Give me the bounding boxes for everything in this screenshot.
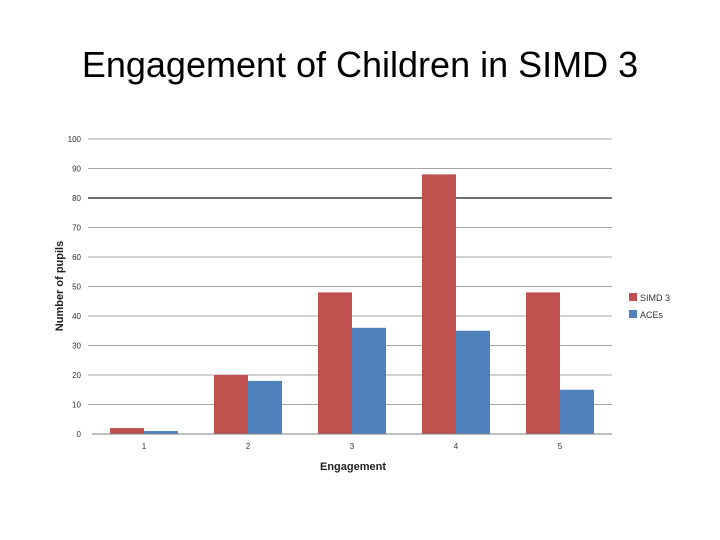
x-tick-labels: 1 2 3 4 5 — [142, 442, 563, 451]
y-tick-label: 20 — [72, 371, 81, 380]
y-tick-label: 40 — [72, 312, 81, 321]
slide-title: Engagement of Children in SIMD 3 — [81, 44, 639, 85]
bar-aces-5 — [560, 389, 594, 434]
y-tick-label: 70 — [72, 224, 81, 233]
bar-simd-3-4 — [422, 174, 456, 434]
y-tick-label: 10 — [72, 401, 81, 410]
bar-aces-3 — [352, 327, 386, 434]
x-tick-label: 1 — [142, 442, 147, 451]
x-tick-label: 2 — [246, 442, 251, 451]
bars — [110, 174, 594, 434]
legend-swatch — [629, 293, 637, 301]
y-tick-label: 60 — [72, 253, 81, 262]
bar-simd-3-2 — [214, 375, 248, 434]
bar-simd-3-5 — [526, 292, 560, 434]
y-tick-label: 80 — [72, 194, 81, 203]
bar-aces-1 — [144, 431, 178, 434]
bar-aces-4 — [456, 330, 490, 434]
bar-simd-3-3 — [318, 292, 352, 434]
y-tick-label: 50 — [72, 283, 81, 292]
x-tick-label: 4 — [454, 442, 459, 451]
y-tick-label: 0 — [77, 430, 82, 439]
legend-label: ACEs — [640, 310, 664, 320]
legend-swatch — [629, 310, 637, 318]
y-tick-labels: 0 10 20 30 40 50 60 70 80 90 100 — [68, 135, 82, 439]
y-tick-label: 30 — [72, 342, 81, 351]
x-axis-title: Engagement — [320, 461, 386, 473]
y-tick-label: 100 — [68, 135, 82, 144]
x-tick-label: 5 — [558, 442, 563, 451]
legend: SIMD 3 ACEs — [629, 293, 670, 320]
bar-aces-2 — [248, 380, 282, 434]
y-tick-label: 90 — [72, 165, 81, 174]
bar-simd-3-1 — [110, 428, 144, 434]
y-axis-title: Number of pupils — [54, 241, 66, 331]
legend-label: SIMD 3 — [640, 293, 670, 303]
x-tick-label: 3 — [350, 442, 355, 451]
